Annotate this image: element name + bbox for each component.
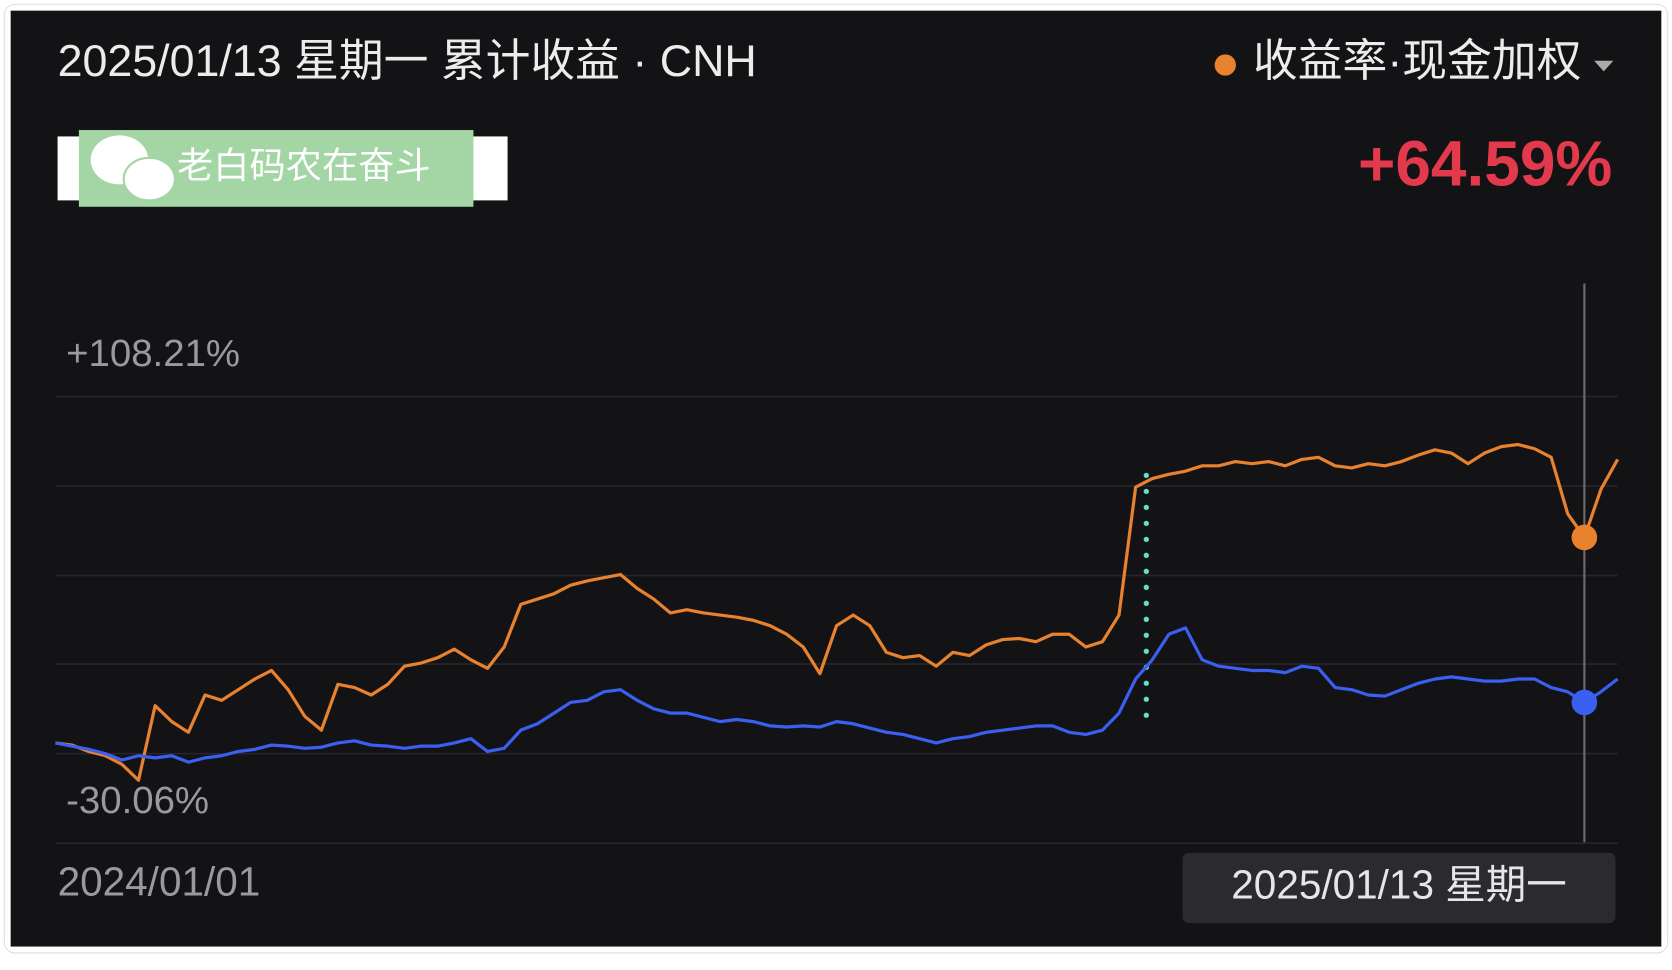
crosshair-point: [1571, 689, 1598, 716]
value-label: +64.59%: [1358, 127, 1612, 199]
y-tick-label: +108.21%: [66, 332, 240, 375]
watermark: 老白码农在奋斗: [177, 145, 431, 186]
series-line: [55, 626, 1619, 764]
chart-title: 2025/01/13 星期一 累计收益 · CNH: [58, 36, 757, 86]
y-tick-label: -30.06%: [66, 779, 209, 822]
series-line: [55, 442, 1620, 782]
dropdown-arrow[interactable]: [1594, 60, 1614, 72]
legend-label: 收益率·现金加权: [1253, 36, 1581, 86]
legend-marker: [1214, 54, 1236, 76]
wechat-icon: [122, 156, 176, 202]
tooltip-box: [1182, 852, 1616, 924]
tooltip-date: 2025/01/13 星期一: [1231, 862, 1567, 908]
x-tick-label: 2024/01/01: [58, 858, 261, 904]
crosshair-point: [1571, 524, 1598, 551]
